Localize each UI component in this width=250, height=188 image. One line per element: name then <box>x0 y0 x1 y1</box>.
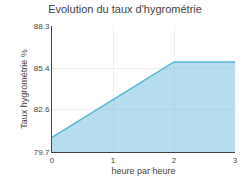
svg-text:Evolution du taux d'hygrométri: Evolution du taux d'hygrométrie <box>48 3 202 15</box>
svg-text:heure par heure: heure par heure <box>111 166 175 176</box>
svg-text:88.3: 88.3 <box>34 22 50 31</box>
svg-text:82.6: 82.6 <box>34 105 50 114</box>
svg-text:0: 0 <box>50 156 55 165</box>
svg-text:Taux hygrométrie %: Taux hygrométrie % <box>19 49 29 129</box>
svg-text:1: 1 <box>111 156 116 165</box>
svg-text:79.7: 79.7 <box>34 148 50 157</box>
svg-text:2: 2 <box>172 156 177 165</box>
svg-text:85.4: 85.4 <box>34 64 50 73</box>
svg-text:3: 3 <box>233 156 238 165</box>
